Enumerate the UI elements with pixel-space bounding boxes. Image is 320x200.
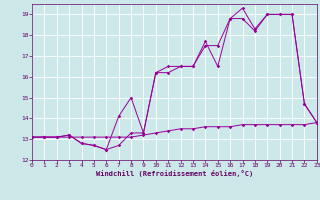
X-axis label: Windchill (Refroidissement éolien,°C): Windchill (Refroidissement éolien,°C) — [96, 170, 253, 177]
